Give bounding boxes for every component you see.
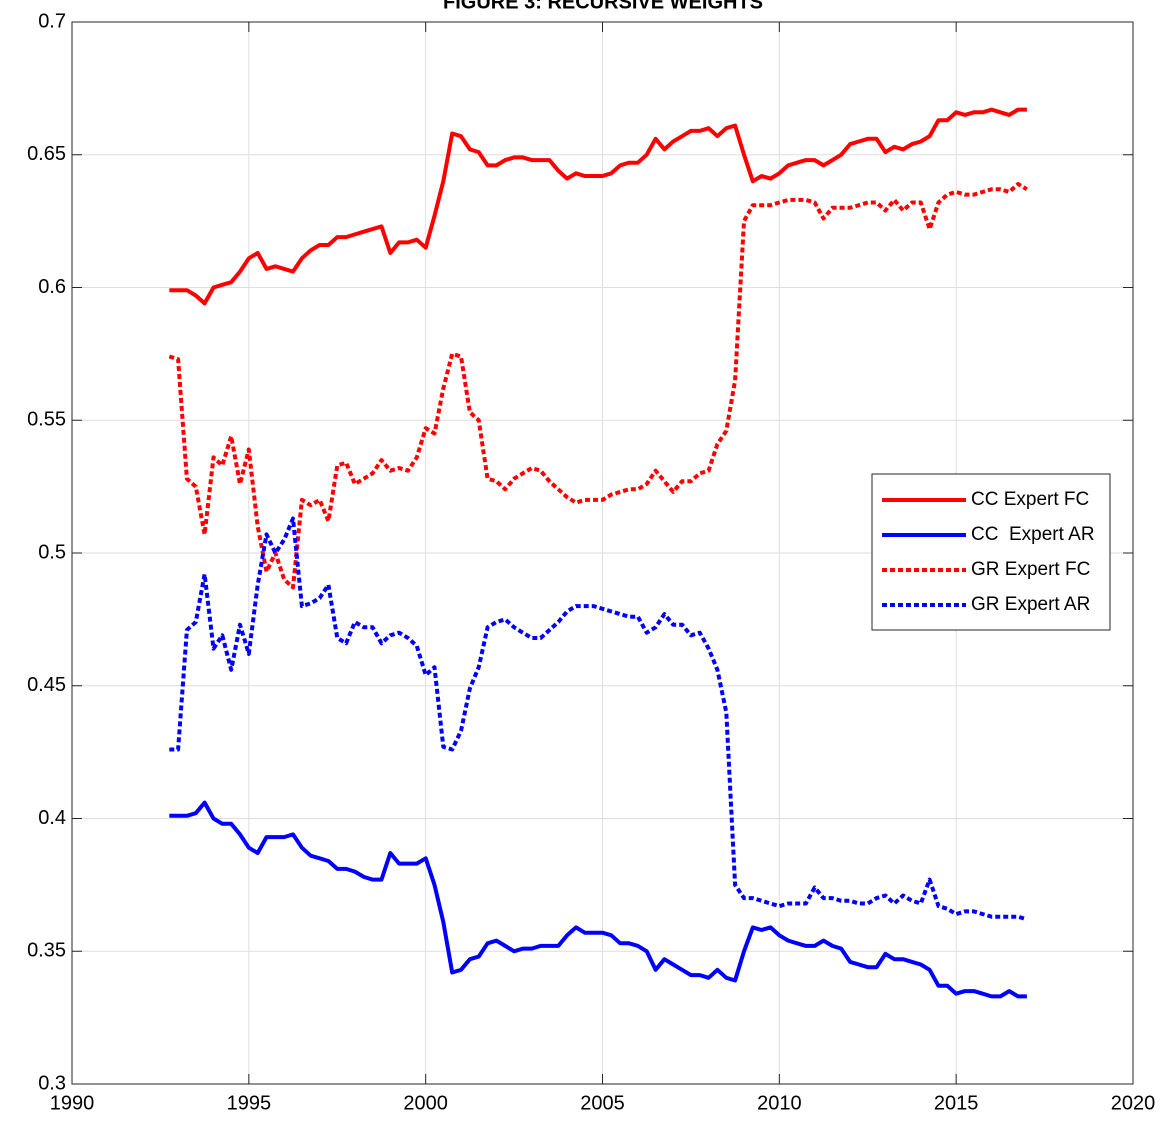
y-tick-label: 0.6	[38, 276, 66, 298]
y-tick-label: 0.5	[38, 541, 66, 563]
legend-label: GR Expert AR	[971, 594, 1090, 615]
chart-title: FIGURE 3: RECURSIVE WEIGHTS	[443, 0, 763, 13]
y-tick-label: 0.3	[38, 1072, 66, 1094]
series-line	[169, 800, 1027, 999]
series-line	[169, 107, 1027, 306]
series-line	[168, 182, 1028, 590]
y-tick-label: 0.4	[38, 807, 66, 829]
x-tick-label: 2000	[403, 1092, 448, 1114]
y-tick-label: 0.45	[27, 674, 66, 696]
x-tick-label: 2020	[1111, 1092, 1156, 1114]
x-tick-label: 1995	[227, 1092, 272, 1114]
legend: CC Expert FC CC Expert AR GR Expert FC GR E…	[871, 473, 1111, 631]
x-tick-label: 2005	[580, 1092, 625, 1114]
legend-label: CC Expert FC	[971, 489, 1089, 510]
plot-frame	[71, 21, 1134, 1085]
x-tick-label: 2010	[757, 1092, 802, 1114]
x-tick-label: 2015	[934, 1092, 979, 1114]
x-tick-label: 1990	[50, 1092, 95, 1114]
y-tick-label: 0.65	[27, 143, 66, 165]
legend-label: CC Expert AR	[971, 524, 1095, 545]
y-tick-label: 0.7	[38, 10, 66, 32]
legend-label: GR Expert FC	[971, 559, 1090, 580]
y-tick-label: 0.35	[27, 940, 66, 962]
y-tick-label: 0.55	[27, 409, 66, 431]
series-line	[169, 516, 1028, 922]
